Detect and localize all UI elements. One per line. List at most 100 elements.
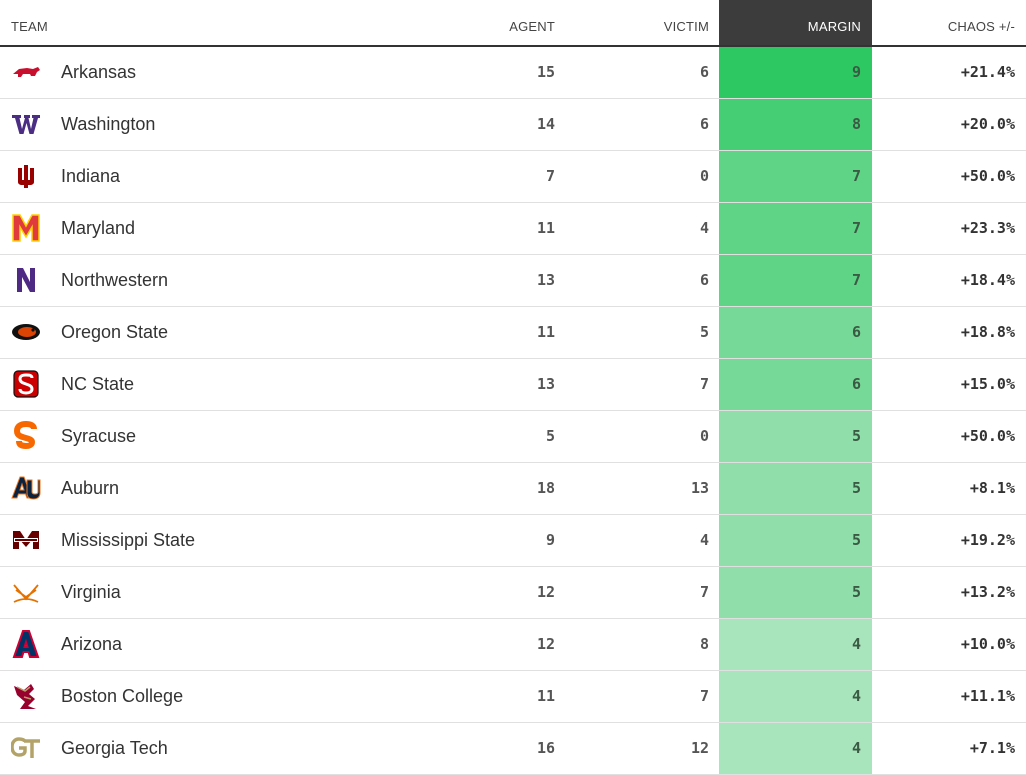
boston-college-eagle-icon [11,681,41,711]
victim-value: 0 [699,167,709,185]
team-name[interactable]: Indiana [61,166,121,186]
agent-value: 11 [536,687,555,705]
northwestern-n-icon [11,265,41,295]
team-name[interactable]: Georgia Tech [61,738,168,758]
table-row[interactable]: Auburn 18 13 5 +8.1% [0,463,1026,515]
victim-value: 7 [699,583,709,601]
victim-value: 7 [699,687,709,705]
margin-value: 4 [719,723,872,774]
margin-value: 7 [719,255,872,306]
agent-value: 5 [545,427,555,445]
victim-value: 13 [690,479,709,497]
table-row[interactable]: Washington 14 6 8 +20.0% [0,99,1026,151]
georgia-tech-gt-icon [11,733,41,763]
victim-value: 8 [699,635,709,653]
agent-value: 7 [545,167,555,185]
table-row[interactable]: Arizona 12 8 4 +10.0% [0,619,1026,671]
agent-value: 12 [536,635,555,653]
team-name[interactable]: Auburn [61,478,120,498]
table-row[interactable]: Arkansas 15 6 9 +21.4% [0,47,1026,99]
table-row[interactable]: Georgia Tech 16 12 4 +7.1% [0,723,1026,775]
column-header-agent[interactable]: AGENT [509,19,555,34]
washington-w-icon [11,109,41,139]
table-row[interactable]: Boston College 11 7 4 +11.1% [0,671,1026,723]
agent-value: 11 [536,219,555,237]
auburn-au-icon [11,473,41,503]
victim-value: 4 [699,219,709,237]
margin-value: 5 [719,463,872,514]
column-header-team[interactable]: TEAM [11,19,48,34]
team-name[interactable]: NC State [61,374,135,394]
arizona-a-icon [11,629,41,659]
victim-value: 6 [699,63,709,81]
victim-value: 12 [690,739,709,757]
victim-value: 6 [699,115,709,133]
victim-value: 4 [699,531,709,549]
team-name[interactable]: Northwestern [61,270,169,290]
margin-value: 5 [719,411,872,462]
team-name[interactable]: Mississippi State [61,530,196,550]
column-header-victim[interactable]: VICTIM [663,19,709,34]
table-row[interactable]: Mississippi State 9 4 5 +19.2% [0,515,1026,567]
margin-value: 6 [719,359,872,410]
team-name[interactable]: Arkansas [61,62,137,82]
indiana-iu-icon [11,161,41,191]
virginia-sabres-icon [11,577,41,607]
agent-value: 9 [545,531,555,549]
table-row[interactable]: NC State 13 7 6 +15.0% [0,359,1026,411]
table-row[interactable]: Oregon State 11 5 6 +18.8% [0,307,1026,359]
chaos-value: +18.4% [960,271,1015,289]
table-row[interactable]: Syracuse 5 0 5 +50.0% [0,411,1026,463]
column-header-margin-sorted[interactable]: MARGIN [719,0,872,45]
margin-value: 5 [719,567,872,618]
team-name[interactable]: Arizona [61,634,123,654]
chaos-value: +50.0% [960,427,1015,445]
chaos-value: +19.2% [960,531,1015,549]
chaos-value: +13.2% [960,583,1015,601]
margin-value: 4 [719,619,872,670]
table-row[interactable]: Virginia 12 7 5 +13.2% [0,567,1026,619]
team-name[interactable]: Boston College [61,686,184,706]
agent-value: 12 [536,583,555,601]
victim-value: 5 [699,323,709,341]
chaos-value: +18.8% [960,323,1015,341]
agent-value: 13 [536,271,555,289]
chaos-value: +15.0% [960,375,1015,393]
chaos-value: +21.4% [960,63,1015,81]
victim-value: 6 [699,271,709,289]
agent-value: 13 [536,375,555,393]
agent-value: 18 [536,479,555,497]
chaos-value: +7.1% [969,739,1015,757]
chaos-value: +11.1% [960,687,1015,705]
margin-value: 7 [719,151,872,202]
table-body: Arkansas 15 6 9 +21.4% Washington 14 6 8 +20.0% In… [0,47,1026,775]
margin-value: 4 [719,671,872,722]
margin-value: 6 [719,307,872,358]
team-name[interactable]: Oregon State [61,322,169,342]
table-row[interactable]: Maryland 11 4 7 +23.3% [0,203,1026,255]
team-name[interactable]: Maryland [61,218,136,238]
column-header-chaos[interactable]: CHAOS +/- [947,19,1015,34]
margin-value: 5 [719,515,872,566]
table-row[interactable]: Indiana 7 0 7 +50.0% [0,151,1026,203]
table-header: TEAM AGENT VICTIM MARGIN CHAOS +/- [0,0,1026,47]
chaos-value: +23.3% [960,219,1015,237]
chaos-value: +10.0% [960,635,1015,653]
team-name[interactable]: Syracuse [61,426,137,446]
oregon-state-beaver-icon [11,317,41,347]
team-name[interactable]: Washington [61,114,156,134]
margin-value: 7 [719,203,872,254]
table-row[interactable]: Northwestern 13 6 7 +18.4% [0,255,1026,307]
team-name[interactable]: Virginia [61,582,121,602]
chaos-value: +50.0% [960,167,1015,185]
agent-value: 14 [536,115,555,133]
maryland-m-icon [11,213,41,243]
chaos-value: +20.0% [960,115,1015,133]
margin-value: 8 [719,99,872,150]
margin-value: 9 [719,47,872,98]
agent-value: 11 [536,323,555,341]
agent-value: 16 [536,739,555,757]
agent-value: 15 [536,63,555,81]
victim-value: 0 [699,427,709,445]
